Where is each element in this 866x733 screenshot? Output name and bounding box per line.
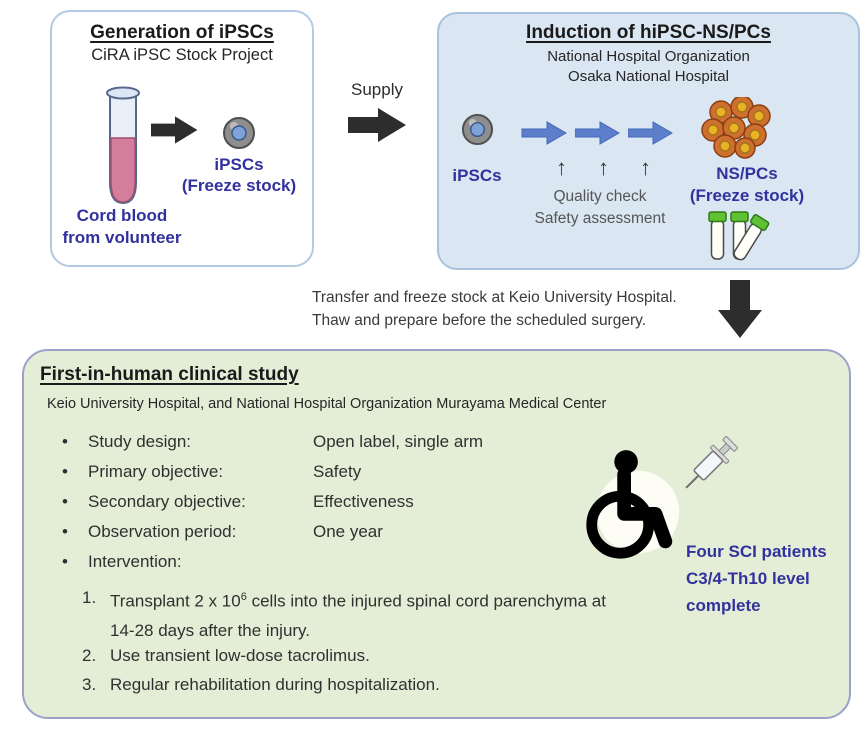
bullet-label: Primary objective: [88,462,224,481]
syringe-icon [685,436,738,489]
bullet-icon: • [62,552,68,571]
cord-blood-label-line2: from volunteer [62,228,182,247]
bullet-row-primary-objective: • Primary objective: Safety [62,461,361,483]
down-arrow-icon [718,280,762,338]
bullet-icon: • [62,432,68,451]
induction-box [437,12,860,270]
generation-title: Generation of iPSCs [90,22,274,43]
intervention-number: 2. [82,646,97,665]
cryovial-icons [708,211,770,261]
transfer-note-line2: Thaw and prepare before the scheduled su… [312,312,647,329]
quality-up-arrow-icon: ↑ [556,155,567,180]
patient-note-line3: complete [686,596,761,615]
bullet-label: Secondary objective: [88,492,246,511]
bullet-label: Observation period: [88,522,237,541]
ipsc-freeze-label: (Freeze stock) [181,176,297,195]
intervention-item-2: 2. Use transient low-dose tacrolimus. [82,641,615,670]
bullet-icon: • [62,492,68,511]
quality-up-arrow-icon: ↑ [640,155,651,180]
wheelchair-icon [586,450,680,559]
nspc-freeze-label: (Freeze stock) [689,186,805,205]
process-arrow-icon [628,121,673,145]
transfer-note-line1: Transfer and freeze stock at Keio Univer… [312,289,677,306]
bullet-label: Study design: [88,432,192,451]
process-arrow-icon [575,121,620,145]
bullet-value: One year [313,522,383,541]
intervention-item-1: 1. Transplant 2 x 106 cells into the inj… [82,583,615,645]
induction-ipsc-label: iPSCs [452,166,502,185]
generation-subtitle: CiRA iPSC Stock Project [91,46,273,64]
intervention-number: 1. [82,588,97,607]
patient-note-line2: C3/4-Th10 level [686,569,810,588]
process-arrow-icon [521,121,567,145]
bullet-row-secondary-objective: • Secondary objective: Effectiveness [62,491,414,513]
intervention-item-3: 3. Regular rehabilitation during hospita… [82,670,615,699]
supply-label: Supply [351,80,403,99]
induction-subtitle-2: Osaka National Hospital [568,68,729,85]
nspc-label: NS/PCs [716,164,778,183]
intervention-superscript: 6 [240,591,247,603]
intervention-text-post: cells into the injured spinal cord paren… [110,591,606,640]
right-arrow-icon [151,116,198,144]
clinical-subtitle: Keio University Hospital, and National H… [47,396,607,412]
quality-check-label: Quality check [553,188,647,205]
intervention-text: Regular rehabilitation during hospitaliz… [110,675,440,694]
intervention-text-pre: Transplant 2 x 10 [110,591,241,611]
bullet-value: Effectiveness [313,492,414,511]
intervention-text: Transplant 2 x 106 cells into the injure… [110,583,615,645]
bullet-icon: • [62,522,68,541]
ipsc-label: iPSCs [214,155,264,174]
bullet-row-study-design: • Study design: Open label, single arm [62,431,483,453]
cord-blood-label-line1: Cord blood [76,206,168,225]
induction-title: Induction of hiPSC-NS/PCs [526,22,771,43]
bullet-label: Intervention: [88,552,182,571]
bullet-icon: • [62,462,68,481]
supply-arrow-icon [348,108,406,142]
bullet-value: Open label, single arm [313,432,484,451]
safety-assessment-label: Safety assessment [534,210,666,227]
clinical-study-box [22,349,851,719]
test-tube-icon [106,86,140,205]
patient-note-line1: Four SCI patients [686,542,827,561]
quality-up-arrow-icon: ↑ [598,155,609,180]
bullet-value: Safety [313,462,362,481]
intervention-number: 3. [82,675,97,694]
induction-subtitle-1: National Hospital Organization [547,48,750,65]
ipsc-cell-icon [461,113,494,146]
intervention-text: Use transient low-dose tacrolimus. [110,646,370,665]
clinical-title: First-in-human clinical study [40,364,299,385]
bullet-row-intervention: • Intervention: [62,551,313,573]
bullet-row-observation-period: • Observation period: One year [62,521,383,543]
ipsc-cell-icon [223,117,255,149]
nspc-cell-cluster-icon [701,97,771,159]
